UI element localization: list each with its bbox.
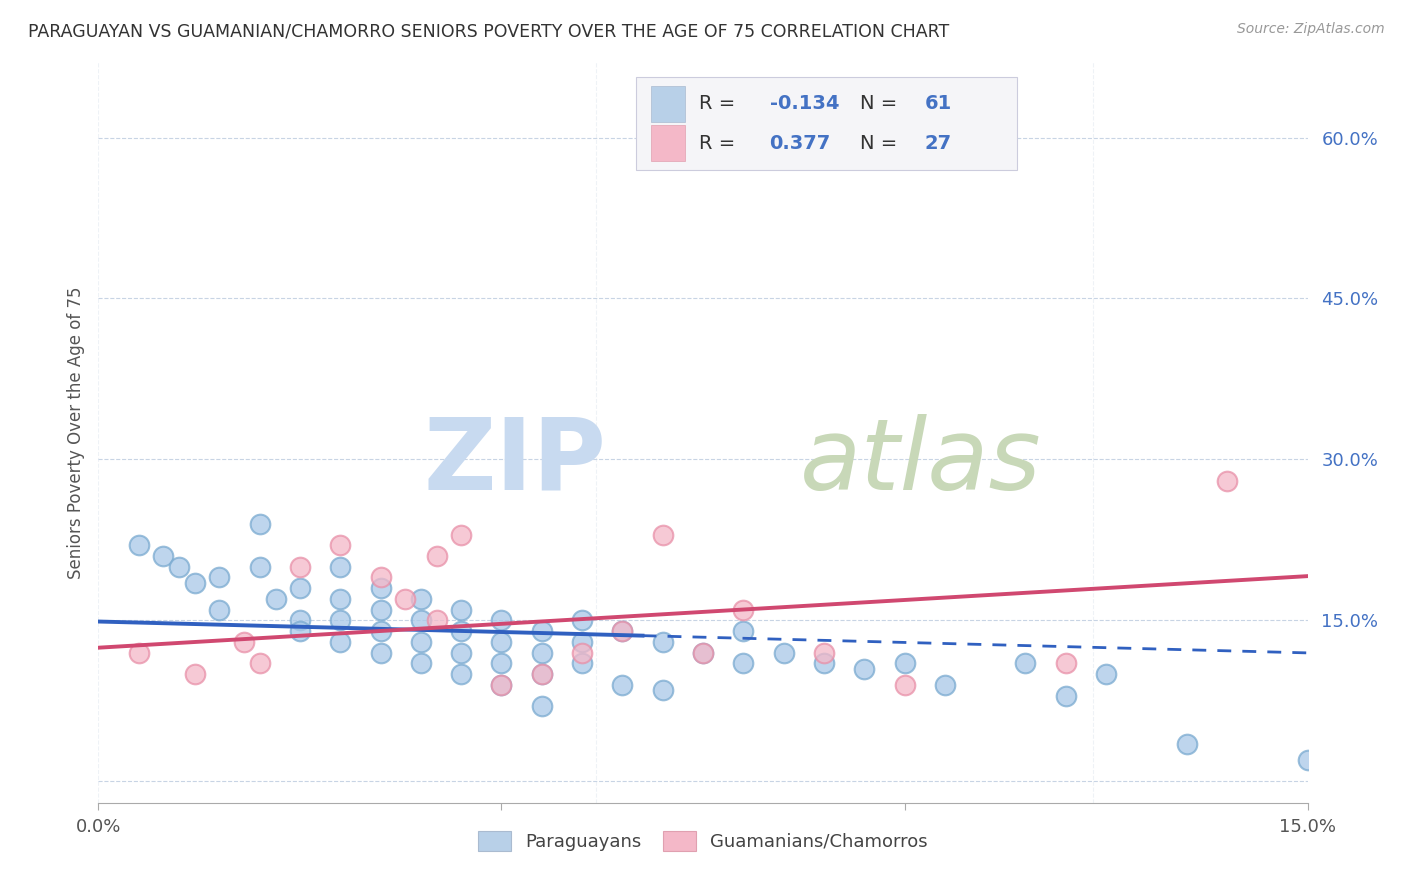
Point — [491, 678, 513, 692]
Point — [733, 657, 755, 671]
Point — [530, 624, 553, 639]
Point — [491, 635, 513, 649]
Point — [571, 646, 593, 660]
Point — [651, 635, 673, 649]
Point — [370, 602, 392, 616]
Text: atlas: atlas — [800, 414, 1042, 511]
Point — [1296, 753, 1319, 767]
Point — [813, 657, 835, 671]
Point — [409, 657, 432, 671]
Point — [651, 527, 673, 541]
Point — [450, 646, 472, 660]
Point — [232, 635, 254, 649]
Point — [893, 678, 915, 692]
Point — [450, 624, 472, 639]
Point — [530, 667, 553, 681]
Point — [329, 635, 352, 649]
Point — [409, 614, 432, 628]
Point — [1054, 657, 1077, 671]
Point — [530, 667, 553, 681]
Point — [450, 602, 472, 616]
Point — [530, 699, 553, 714]
Text: 27: 27 — [924, 135, 952, 153]
Point — [491, 678, 513, 692]
Text: Source: ZipAtlas.com: Source: ZipAtlas.com — [1237, 22, 1385, 37]
Legend: Paraguayans, Guamanians/Chamorros: Paraguayans, Guamanians/Chamorros — [470, 822, 936, 861]
Point — [1014, 657, 1036, 671]
Point — [612, 624, 634, 639]
Point — [329, 538, 352, 552]
Point — [491, 614, 513, 628]
Point — [370, 581, 392, 595]
Point — [370, 570, 392, 584]
Point — [450, 527, 472, 541]
Point — [450, 667, 472, 681]
Point — [853, 662, 876, 676]
Point — [530, 646, 553, 660]
Point — [288, 559, 311, 574]
Point — [208, 570, 231, 584]
Point — [264, 591, 287, 606]
Point — [128, 538, 150, 552]
Point — [651, 683, 673, 698]
Point — [249, 657, 271, 671]
Point — [370, 646, 392, 660]
Point — [208, 602, 231, 616]
Point — [612, 678, 634, 692]
Point — [772, 646, 794, 660]
Text: 61: 61 — [924, 95, 952, 113]
FancyBboxPatch shape — [637, 78, 1018, 169]
Point — [184, 575, 207, 590]
Point — [612, 624, 634, 639]
Point — [426, 614, 449, 628]
Point — [167, 559, 190, 574]
Point — [491, 657, 513, 671]
Point — [394, 591, 416, 606]
Point — [152, 549, 174, 563]
Point — [426, 549, 449, 563]
Point — [934, 678, 956, 692]
Point — [1054, 689, 1077, 703]
Text: 0.377: 0.377 — [769, 135, 831, 153]
Text: PARAGUAYAN VS GUAMANIAN/CHAMORRO SENIORS POVERTY OVER THE AGE OF 75 CORRELATION : PARAGUAYAN VS GUAMANIAN/CHAMORRO SENIORS… — [28, 22, 949, 40]
Text: R =: R = — [699, 135, 742, 153]
Point — [1376, 570, 1399, 584]
Point — [329, 591, 352, 606]
FancyBboxPatch shape — [651, 126, 685, 161]
Point — [692, 646, 714, 660]
Text: R =: R = — [699, 95, 742, 113]
Point — [409, 591, 432, 606]
Point — [288, 624, 311, 639]
Point — [370, 624, 392, 639]
Point — [1095, 667, 1118, 681]
Point — [571, 635, 593, 649]
Point — [893, 657, 915, 671]
FancyBboxPatch shape — [651, 87, 685, 121]
Point — [733, 624, 755, 639]
Point — [1216, 474, 1239, 488]
Point — [184, 667, 207, 681]
Text: N =: N = — [860, 95, 904, 113]
Point — [409, 635, 432, 649]
Point — [733, 602, 755, 616]
Text: N =: N = — [860, 135, 904, 153]
Point — [128, 646, 150, 660]
Point — [1175, 737, 1198, 751]
Point — [288, 581, 311, 595]
Point — [249, 516, 271, 531]
Y-axis label: Seniors Poverty Over the Age of 75: Seniors Poverty Over the Age of 75 — [66, 286, 84, 579]
Point — [249, 559, 271, 574]
Point — [813, 646, 835, 660]
Point — [692, 646, 714, 660]
Text: ZIP: ZIP — [423, 414, 606, 511]
Point — [571, 614, 593, 628]
Point — [329, 559, 352, 574]
Point — [288, 614, 311, 628]
Point — [329, 614, 352, 628]
Point — [571, 657, 593, 671]
Text: -0.134: -0.134 — [769, 95, 839, 113]
